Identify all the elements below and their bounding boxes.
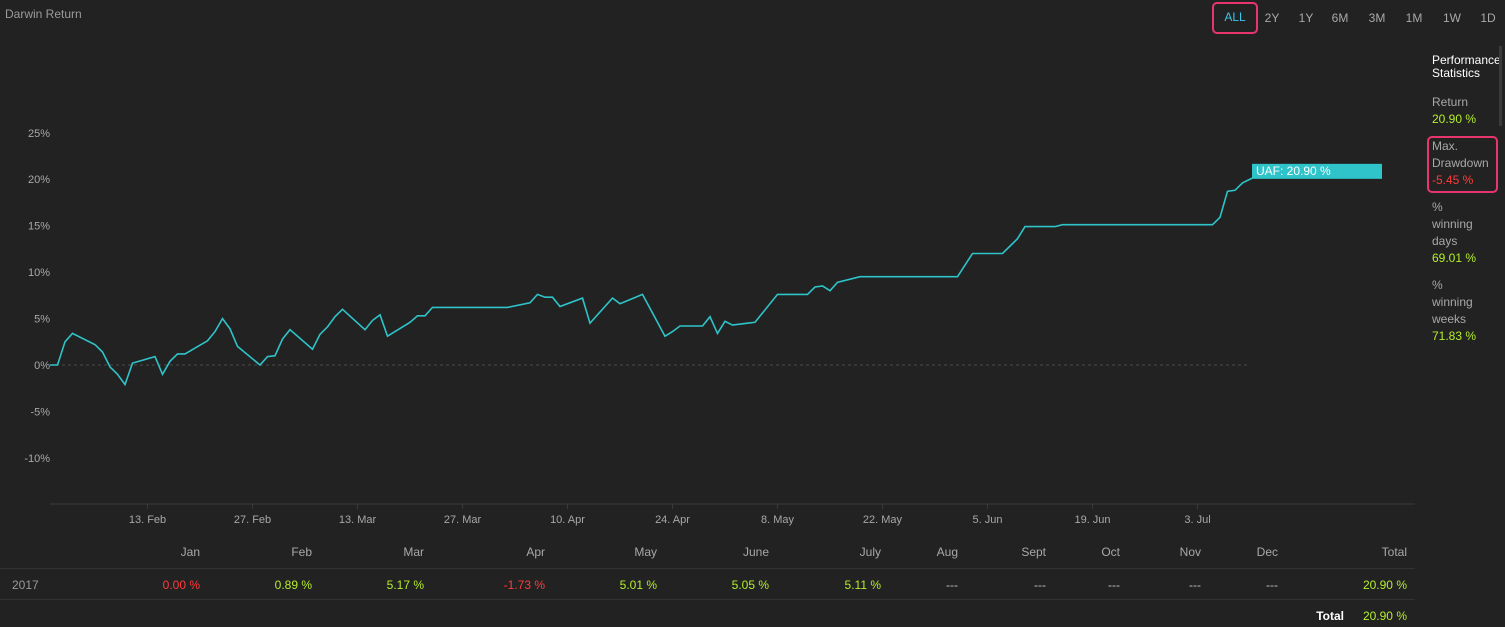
x-tick-label: 10. Apr: [550, 514, 585, 526]
cell-sept: ---: [1034, 578, 1046, 592]
cell-feb: 0.89 %: [274, 578, 312, 592]
header-jan: Jan: [180, 545, 200, 559]
range-6m-button[interactable]: 6M: [1331, 11, 1349, 25]
return-value: 20.90 %: [1432, 112, 1477, 126]
time-range-selector: ALL 2Y 1Y 6M 3M 1M 1W 1D: [1212, 2, 1505, 34]
x-tick-label: 19. Jun: [1074, 514, 1110, 526]
winning-days-label-2: winning: [1432, 217, 1473, 231]
cell-may: 5.01 %: [619, 578, 657, 592]
header-apr: Apr: [526, 545, 545, 559]
winning-weeks-label-1: %: [1432, 278, 1443, 292]
header-total: Total: [1381, 545, 1407, 559]
cell-july: 5.11 %: [844, 578, 881, 592]
series-line-uaf: [50, 170, 1266, 387]
header-dec: Dec: [1256, 545, 1278, 559]
total-label: Total: [1316, 609, 1344, 623]
header-nov: Nov: [1179, 545, 1201, 559]
winning-weeks-label-2: winning: [1432, 295, 1473, 309]
last-value-label: UAF: 20.90 %: [1256, 164, 1331, 178]
y-axis: 25% 20% 15% 10% 5% 0% -5% -10%: [24, 128, 50, 465]
cell-nov: ---: [1189, 578, 1201, 592]
winning-days-label-1: %: [1432, 200, 1443, 214]
return-label: Return: [1432, 95, 1469, 109]
cell-dec: ---: [1266, 578, 1278, 592]
drawdown-label-2: Drawdown: [1432, 156, 1489, 170]
range-1m-button[interactable]: 1M: [1405, 11, 1423, 25]
chart-title: Darwin Return: [5, 7, 82, 21]
range-1y-button[interactable]: 1Y: [1298, 11, 1314, 25]
y-tick-label: -10%: [24, 453, 50, 465]
y-tick-label: 25%: [28, 128, 50, 140]
total-row: Total 20.90 %: [0, 600, 1415, 627]
range-2y-button[interactable]: 2Y: [1264, 11, 1280, 25]
total-value: 20.90 %: [1362, 609, 1407, 623]
range-all-button[interactable]: ALL: [1212, 2, 1258, 34]
x-tick-label: 27. Mar: [444, 514, 482, 526]
header-july: July: [859, 545, 881, 559]
cell-jan: 0.00 %: [162, 578, 200, 592]
header-oct: Oct: [1101, 545, 1120, 559]
drawdown-highlight: [1427, 136, 1498, 193]
cell-total: 20.90 %: [1362, 578, 1407, 592]
cell-aug: ---: [946, 578, 958, 592]
x-tick-label: 13. Feb: [129, 514, 166, 526]
range-1d-button[interactable]: 1D: [1480, 11, 1496, 25]
x-tick-label: 22. May: [863, 514, 903, 526]
cell-oct: ---: [1108, 578, 1120, 592]
header-june: June: [742, 545, 769, 559]
y-tick-label: -5%: [30, 406, 50, 418]
y-tick-label: 10%: [28, 267, 50, 279]
x-axis: 13. Feb 27. Feb 13. Mar 27. Mar 10. Apr 24. A…: [129, 504, 1211, 526]
header-aug: Aug: [936, 545, 958, 559]
header-may: May: [634, 545, 657, 559]
x-tick-label: 3. Jul: [1184, 514, 1210, 526]
range-1w-button[interactable]: 1W: [1443, 11, 1461, 25]
drawdown-label-1: Max.: [1432, 139, 1459, 153]
x-tick-label: 27. Feb: [234, 514, 271, 526]
cell-mar: 5.17 %: [386, 578, 424, 592]
y-tick-label: 20%: [28, 174, 50, 186]
monthly-table-header: Jan Feb Mar Apr May June July Aug Sept O…: [0, 545, 1415, 567]
x-tick-label: 8. May: [761, 514, 795, 526]
stats-heading-line2: Statistics: [1432, 67, 1481, 80]
y-tick-label: 15%: [28, 221, 50, 233]
winning-weeks-value: 71.83 %: [1432, 329, 1477, 343]
range-3m-button[interactable]: 3M: [1368, 11, 1386, 25]
stats-scrollbar[interactable]: [1499, 46, 1502, 126]
x-tick-label: 5. Jun: [973, 514, 1003, 526]
last-value-label-bg: [1252, 163, 1382, 179]
x-tick-label: 13. Mar: [339, 514, 377, 526]
stats-heading-line1: Performance: [1432, 54, 1501, 67]
winning-days-value: 69.01 %: [1432, 251, 1477, 265]
cell-june: 5.05 %: [731, 578, 769, 592]
winning-weeks-label-3: weeks: [1432, 312, 1467, 326]
table-row: 2017 0.00 % 0.89 % 5.17 % -1.73 % 5.01 %…: [0, 568, 1415, 600]
cell-apr: -1.73 %: [503, 578, 545, 592]
y-tick-label: 0%: [34, 360, 50, 372]
x-tick-label: 24. Apr: [655, 514, 690, 526]
drawdown-value: -5.45 %: [1432, 173, 1474, 187]
header-mar: Mar: [403, 545, 424, 559]
winning-days-label-3: days: [1432, 234, 1458, 248]
return-chart: 25%20%15%10%5%0%-5%-10% 13. Feb 27. Feb 13…: [24, 128, 1415, 526]
row-year: 2017: [12, 578, 39, 592]
y-tick-label: 5%: [34, 314, 50, 326]
header-feb: Feb: [291, 545, 312, 559]
header-sept: Sept: [1021, 545, 1046, 559]
